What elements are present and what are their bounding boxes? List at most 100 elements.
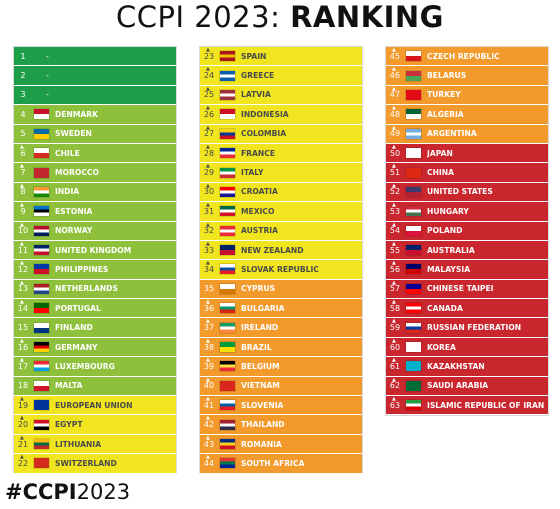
title-normal: CCPI 2023:: [116, 0, 291, 34]
flag-icon: [34, 245, 49, 256]
country-name: SWITZERLAND: [55, 458, 117, 468]
ranking-row: ▲ 30 CROATIA: [200, 182, 362, 202]
flag-icon: [220, 70, 235, 81]
rank-number: 1: [20, 51, 26, 61]
country-name: PHILIPPINES: [55, 264, 109, 274]
ranking-row: ▲ 61 KAZAKHSTAN: [386, 357, 548, 376]
ranking-row: ▲ 28 FRANCE: [200, 143, 362, 163]
flag-icon: [34, 400, 49, 411]
ranking-row: ▲ 52 UNITED STATES: [386, 182, 548, 202]
ranking-row: ▲ 34 SLOVAK REPUBLIC: [200, 260, 362, 279]
country-name: INDIA: [55, 187, 80, 197]
ranking-row: ▲ 32 AUSTRIA: [200, 221, 362, 240]
ranking-column-3: ▲ 45 CZECH REPUBLIC ▲ 46 BELARUS ▲ 47 TURKEY ▲ 48 A…: [385, 46, 549, 416]
trend-up-icon: ▲: [206, 376, 210, 383]
flag-icon: [220, 283, 235, 294]
flag-icon: [406, 342, 421, 353]
ranking-row: ▲ 11 UNITED KINGDOM: [14, 240, 176, 260]
country-name: SOUTH AFRICA: [241, 458, 305, 468]
rank-number: 6: [20, 148, 26, 158]
trend-up-icon: ▲: [206, 105, 210, 112]
country-name: MOROCCO: [55, 168, 99, 178]
ranking-row: ▲ 19 EUROPEAN UNION: [14, 396, 176, 415]
rank-number: 23: [203, 51, 215, 61]
ranking-row: ▲ 57 CHINESE TAIPEI: [386, 279, 548, 299]
ranking-row: ▲ 41 SLOVENIA: [200, 396, 362, 415]
country-name: LUXEMBOURG: [55, 361, 115, 371]
rank-number: 49: [389, 129, 401, 139]
flag-icon: [220, 322, 235, 333]
flag-icon: [406, 186, 421, 197]
ranking-row: ▲ 58 CANADA: [386, 299, 548, 318]
trend-up-icon: ▲: [392, 318, 396, 325]
ranking-row: ▲ 60 KOREA: [386, 337, 548, 357]
country-name: LATVIA: [241, 90, 271, 100]
trend-up-icon: ▲: [206, 299, 210, 306]
rank-number: 8: [20, 187, 26, 197]
trend-up-icon: ▲: [206, 124, 210, 131]
country-name: EGYPT: [55, 420, 83, 430]
trend-up-icon: ▲: [206, 434, 210, 441]
rank-number: 31: [203, 206, 215, 216]
trend-up-icon: ▲: [206, 85, 210, 92]
country-name: -: [46, 71, 49, 81]
trend-up-icon: ▲: [20, 279, 24, 286]
ranking-row: ▲ 54 POLAND: [386, 221, 548, 240]
flag-icon: [406, 109, 421, 120]
flag-icon: [406, 361, 421, 372]
flag-icon: [406, 322, 421, 333]
flag-icon: [220, 128, 235, 139]
flag-icon: [34, 148, 49, 159]
flag-icon: [406, 89, 421, 100]
country-name: HUNGARY: [427, 206, 469, 216]
trend-up-icon: ▲: [20, 299, 24, 306]
flag-icon: [220, 264, 235, 275]
trend-up-icon: ▲: [392, 143, 396, 150]
country-name: ARGENTINA: [427, 129, 477, 139]
ranking-row: ▲ 29 ITALY: [200, 163, 362, 182]
trend-up-icon: ▲: [392, 240, 396, 247]
trend-up-icon: ▲: [206, 396, 210, 403]
ranking-row: ▲ 45 CZECH REPUBLIC: [386, 47, 548, 66]
rank-number: 2: [20, 71, 26, 81]
country-name: -: [46, 90, 49, 100]
ranking-row: ▲ 8 INDIA: [14, 182, 176, 202]
rank-number: 17: [17, 361, 29, 371]
flag-icon: [34, 264, 49, 275]
country-name: GERMANY: [55, 342, 98, 352]
country-name: AUSTRALIA: [427, 245, 475, 255]
country-name: PORTUGAL: [55, 303, 101, 313]
trend-up-icon: ▲: [20, 143, 24, 150]
rank-number: 15: [17, 323, 29, 333]
country-name: KOREA: [427, 342, 456, 352]
ranking-row: ▲ 23 SPAIN: [200, 47, 362, 66]
country-name: BRAZIL: [241, 342, 272, 352]
flag-icon: [406, 167, 421, 178]
ranking-row: ▲ 39 BELGIUM: [200, 357, 362, 376]
ranking-row: 15 FINLAND: [14, 318, 176, 337]
ranking-row: ▲ 33 NEW ZEALAND: [200, 240, 362, 260]
ranking-row: ▲ 51 CHINA: [386, 163, 548, 182]
flag-icon: [220, 186, 235, 197]
flag-icon: [406, 264, 421, 275]
ranking-row: ▲ 62 SAUDI ARABIA: [386, 376, 548, 396]
rank-number: 55: [389, 245, 401, 255]
flag-icon: [220, 225, 235, 236]
trend-up-icon: ▲: [392, 124, 396, 131]
flag-icon: [406, 128, 421, 139]
ranking-row: ▲ 9 ESTONIA: [14, 202, 176, 221]
rank-number: 48: [389, 109, 401, 119]
page-title: CCPI 2023: RANKING: [0, 0, 560, 38]
flag-icon: [220, 303, 235, 314]
rank-number: 63: [389, 400, 401, 410]
country-name: ALGERIA: [427, 109, 464, 119]
flag-icon: [220, 458, 235, 469]
flag-icon: [406, 148, 421, 159]
country-name: THAILAND: [241, 420, 285, 430]
ranking-row: ▲ 48 ALGERIA: [386, 105, 548, 124]
ranking-row: ▲ 10 NORWAY: [14, 221, 176, 240]
country-name: INDONESIA: [241, 109, 289, 119]
rank-number: 54: [389, 226, 401, 236]
country-name: UNITED KINGDOM: [55, 245, 132, 255]
country-name: SPAIN: [241, 51, 267, 61]
